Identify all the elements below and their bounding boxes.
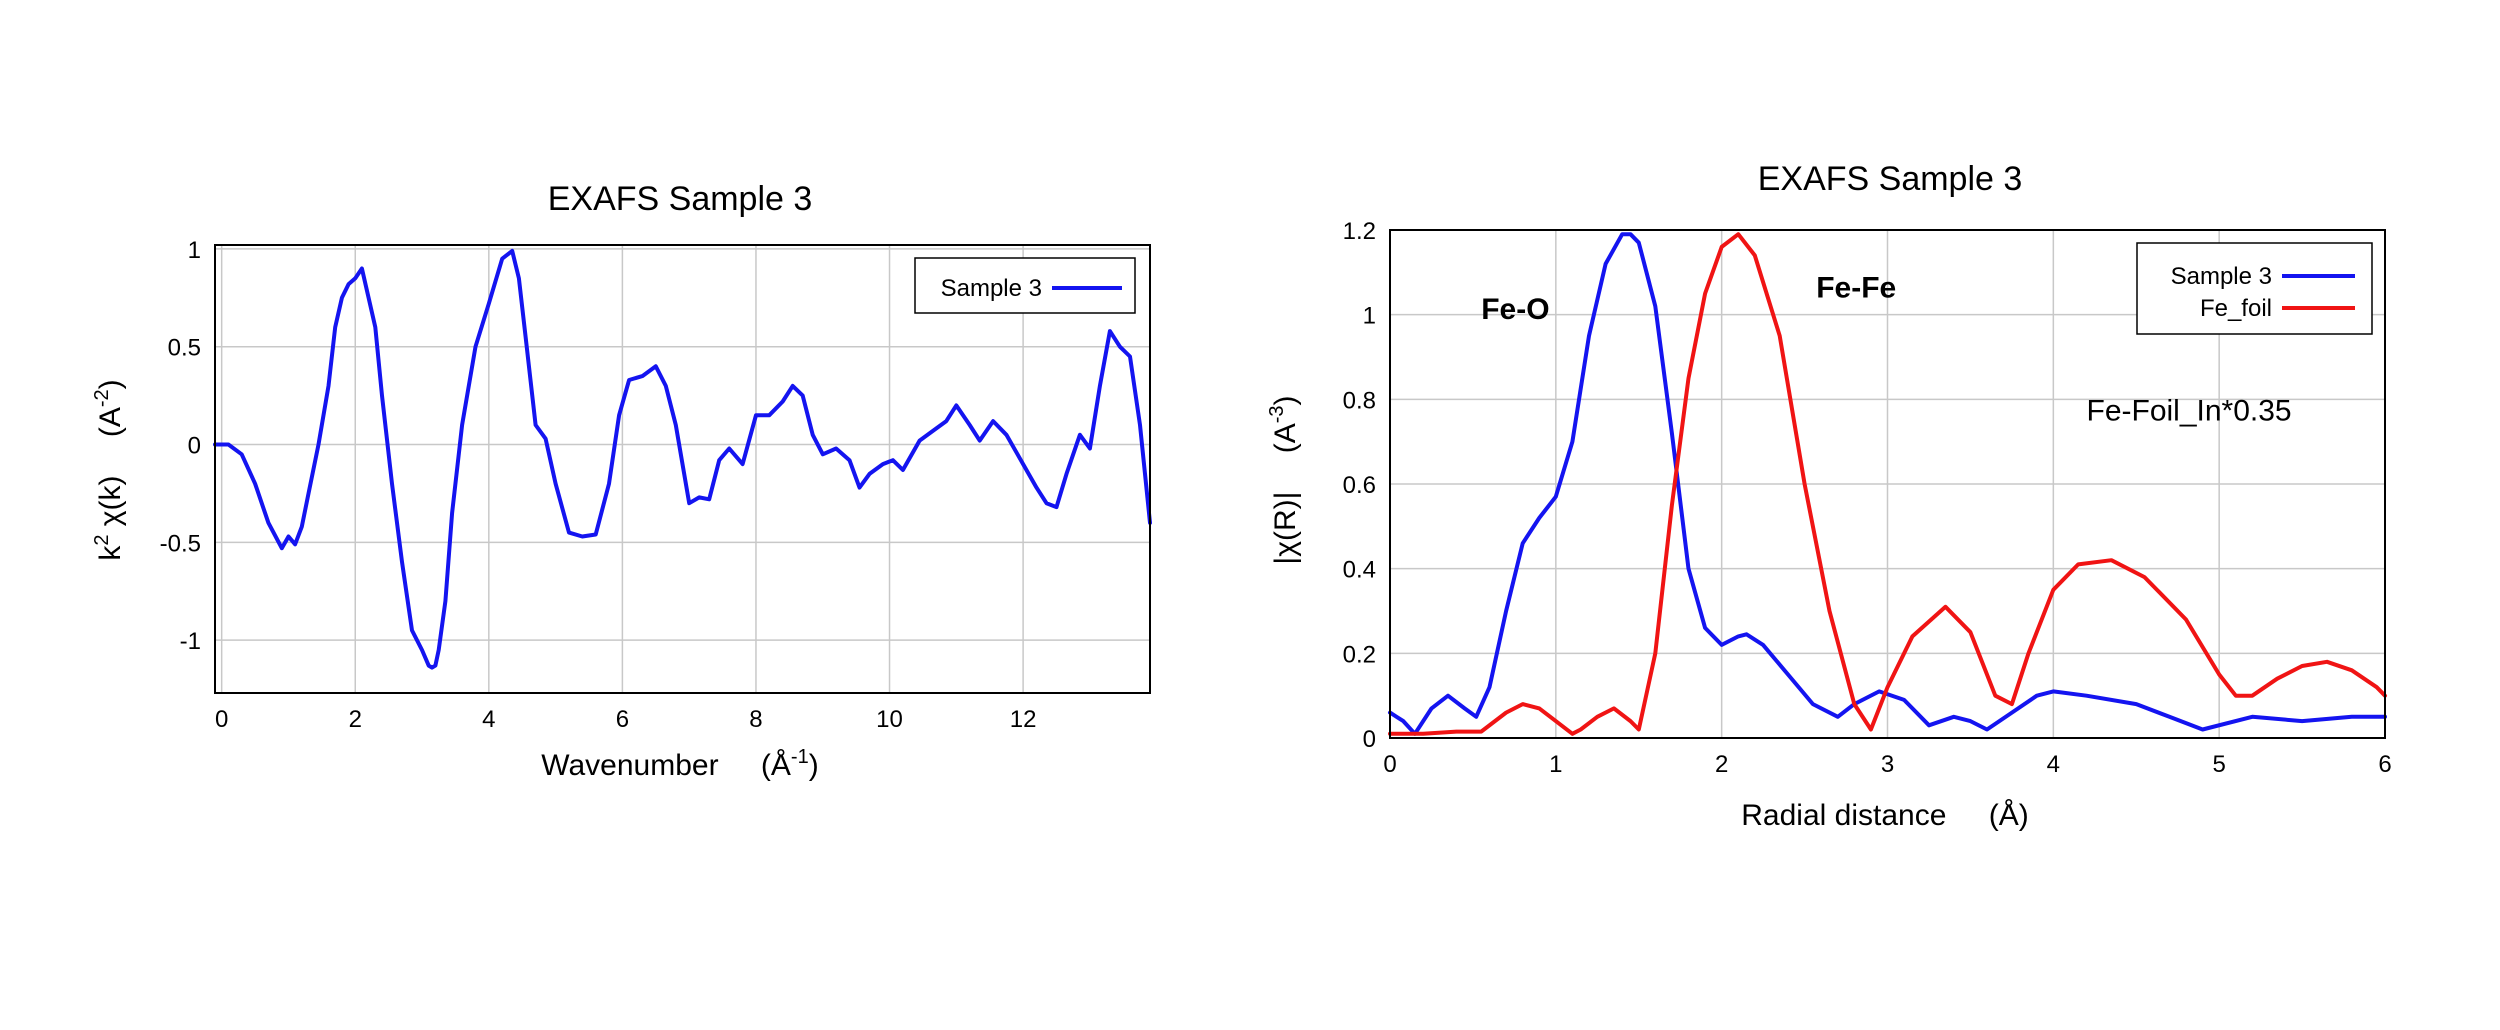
x-tick-label: 3 [1881,751,1894,778]
chart-r-space: EXAFS Sample 3 0 0.2 0.4 0.6 0.8 1 1.2 0 1 2 3 4 5 6… [1266,160,2392,832]
x-tick-label: 8 [749,706,762,733]
y-tick-label: 1 [1363,303,1376,330]
x-tick-label: 0 [1383,751,1396,778]
chart-k-space: EXAFS Sample 3 1 0.5 0 -0.5 -1 0 2 4 6 8 10 12 Sam… [91,180,1152,782]
x-tick-label: 5 [2212,751,2225,778]
y-tick-label: 0.5 [168,335,201,362]
chart-left-y-axis-label: k2 χ(k) (A-2) [91,379,127,560]
y-tick-label: 0.2 [1343,641,1376,668]
y-tick-label: -1 [180,628,201,655]
chart-right-y-unit-tail: ) [1269,395,1302,405]
chart-right-y-axis-label: |χ(R)| (A-3) [1266,395,1302,564]
x-tick-label: 12 [1010,706,1037,733]
chart-right-y-unit-exp: -3 [1266,405,1288,423]
chart-right-legend: Sample 3 Fe_foil [2136,242,2373,335]
y-tick-label: 1 [188,237,201,264]
chart-left-x-tick-labels: 0 2 4 6 8 10 12 [215,706,1036,733]
chart-left-x-unit: (Å [761,749,791,782]
chart-left-series [213,248,1152,670]
chart-right-title: EXAFS Sample 3 [1758,160,2023,198]
chart-right-y-label-text: |χ(R)| [1269,492,1302,565]
x-tick-label: 2 [349,706,362,733]
x-tick-label: 0 [215,706,228,733]
chart-right-x-unit: (Å) [1989,799,2029,832]
chart-left-y-label-k: k [94,545,127,561]
chart-left-x-unit-exp: -1 [791,746,809,768]
chart-right-y-unit: (A [1269,423,1302,453]
chart-right-series [1388,232,2387,736]
x-tick-label: 6 [616,706,629,733]
annotation-fe-foil-in-0-35: Fe-Foil_In*0.35 [2087,395,2292,428]
x-tick-label: 4 [2047,751,2060,778]
x-tick-label: 10 [876,706,903,733]
chart-left-y-unit-exp: -2 [91,389,113,407]
x-tick-label: 6 [2378,751,2391,778]
chart-right-y-tick-labels: 0 0.2 0.4 0.6 0.8 1 1.2 [1343,218,1376,753]
chart-left-legend: Sample 3 [914,257,1136,314]
x-tick-label: 2 [1715,751,1728,778]
y-tick-label: -0.5 [160,530,201,557]
chart-left-legend-box [914,257,1136,314]
legend-label-fe-foil: Fe_foil [2200,295,2272,322]
chart-left-y-label-exp: 2 [91,535,113,546]
y-tick-label: 0.8 [1343,387,1376,414]
series-line-fe-foil [1388,232,2387,736]
chart-right-frame [1389,229,2386,739]
annotation-fe-fe: Fe-Fe [1816,272,1896,305]
chart-right-x-label-text: Radial distance [1741,799,1946,832]
chart-left-y-unit-tail: ) [94,379,127,389]
legend-label-sample-3: Sample 3 [2171,263,2272,290]
chart-left-frame [214,244,1151,694]
chart-left-x-label-text: Wavenumber [541,749,718,782]
annotation-fe-o: Fe-O [1481,293,1549,326]
chart-left-x-axis-label: Wavenumber (Å-1) [541,746,818,782]
chart-left-title: EXAFS Sample 3 [548,180,813,218]
series-line-sample-3 [213,248,1152,670]
chart-left-grid [215,245,1150,693]
chart-left-x-unit-tail: ) [809,749,819,782]
y-tick-label: 0.6 [1343,472,1376,499]
series-line-sample-3 [1388,232,2387,736]
chart-right-legend-box [2136,242,2373,335]
chart-left-y-tick-labels: 1 0.5 0 -0.5 -1 [160,237,201,655]
legend-label-sample-3: Sample 3 [941,275,1042,302]
chart-right-annotations: Fe-O Fe-Fe Fe-Foil_In*0.35 [1481,272,2291,428]
y-tick-label: 0 [1363,726,1376,753]
chart-left-y-unit: (A [94,407,127,437]
x-tick-label: 1 [1549,751,1562,778]
y-tick-label: 0.4 [1343,557,1376,584]
y-tick-label: 0 [188,433,201,460]
chart-left-y-label-chi: χ(k) [94,475,127,534]
x-tick-label: 4 [482,706,495,733]
chart-right-x-axis-label: Radial distance (Å) [1741,799,2028,832]
chart-right-x-tick-labels: 0 1 2 3 4 5 6 [1383,751,2391,778]
y-tick-label: 1.2 [1343,218,1376,245]
